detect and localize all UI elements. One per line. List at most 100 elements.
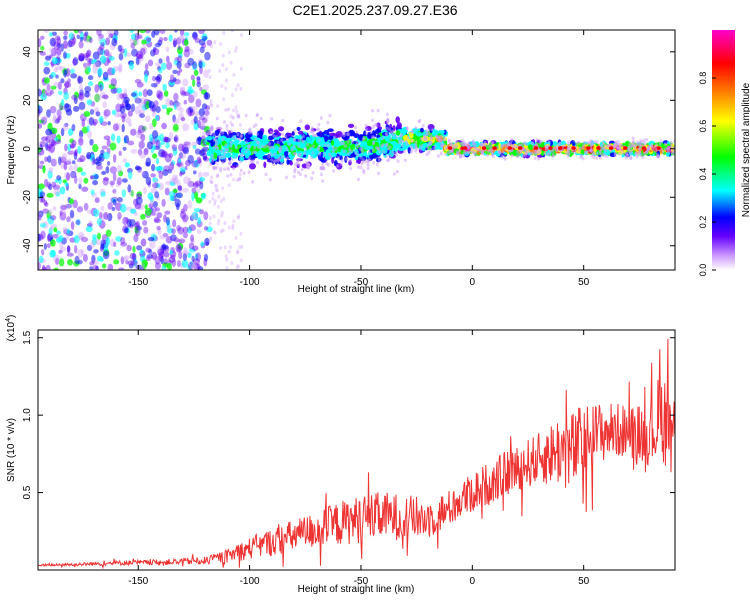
spectrogram-cell bbox=[86, 209, 95, 215]
spectrogram-cell bbox=[52, 206, 57, 211]
spectrogram-marks bbox=[38, 30, 675, 270]
spectrogram-cell bbox=[390, 141, 397, 145]
spectrogram-cell bbox=[42, 208, 49, 214]
spectrogram-cell bbox=[113, 259, 120, 265]
spectrogram-cell bbox=[236, 215, 240, 220]
spectrogram-cell bbox=[208, 68, 212, 73]
spectrogram-cell bbox=[385, 126, 389, 131]
spectrogram-cell bbox=[192, 31, 198, 39]
spectrogram-cell bbox=[231, 115, 235, 120]
spectrogram-cell bbox=[251, 180, 255, 184]
spectrogram-cell bbox=[137, 124, 145, 134]
spectrogram-cell bbox=[154, 256, 161, 265]
spectrogram-cell bbox=[229, 144, 233, 148]
spectrogram-cell bbox=[317, 138, 321, 143]
spectrogram-cell bbox=[79, 155, 86, 163]
spectrogram-cell bbox=[395, 135, 398, 139]
spectrogram-cell bbox=[156, 212, 163, 219]
spectrogram-cell bbox=[187, 154, 194, 164]
spectrogram-cell bbox=[276, 158, 280, 163]
spectrogram-cell bbox=[292, 145, 296, 149]
spectrogram-cell bbox=[231, 144, 235, 151]
spectrogram-cell bbox=[403, 158, 407, 163]
spectrogram-cell bbox=[297, 170, 300, 175]
spectrogram-cell bbox=[216, 221, 220, 226]
spectrogram-cell bbox=[639, 153, 643, 157]
spectrogram-cell bbox=[182, 146, 190, 155]
spectrogram-cell bbox=[558, 141, 562, 145]
spectrogram-cell bbox=[152, 153, 158, 159]
spectrogram-cell bbox=[459, 141, 463, 146]
spectrogram-cell bbox=[163, 251, 170, 258]
spectrogram-cell bbox=[226, 107, 230, 112]
spectrogram-ylabel: Frequency (Hz) bbox=[6, 116, 17, 185]
spectrogram-cell bbox=[663, 142, 667, 146]
spectrogram-cell bbox=[102, 151, 110, 160]
spectrogram-cell bbox=[430, 127, 434, 132]
spectrogram-cell bbox=[238, 172, 242, 177]
spectrogram-cell bbox=[77, 232, 85, 240]
spectrogram-cell bbox=[152, 206, 157, 213]
spectrogram-cell bbox=[178, 185, 183, 192]
spectrogram-cell bbox=[128, 263, 134, 269]
spectrogram-cell bbox=[43, 66, 51, 75]
spectrogram-peak bbox=[481, 146, 487, 150]
spectrogram-cell bbox=[91, 157, 96, 166]
spectrogram-cell bbox=[202, 171, 210, 177]
spectrogram-peak bbox=[518, 146, 523, 150]
spectrogram-cell bbox=[60, 78, 65, 84]
spectrogram-cell bbox=[221, 53, 225, 58]
spectrogram-cell bbox=[432, 130, 437, 137]
spectrogram-cell bbox=[340, 145, 344, 150]
spectrogram-cell bbox=[388, 127, 392, 132]
spectrogram-cell bbox=[430, 141, 433, 145]
spectrogram-cell bbox=[40, 196, 46, 203]
spectrogram-cell bbox=[586, 141, 590, 145]
spectrogram-cell bbox=[187, 177, 192, 183]
spectrogram-cell bbox=[162, 232, 169, 238]
spectrogram-cell bbox=[515, 150, 519, 154]
spectrogram-cell bbox=[406, 135, 410, 140]
spectrogram-cell bbox=[50, 85, 57, 90]
spectrogram-cell bbox=[311, 144, 315, 148]
spectrogram-cell bbox=[104, 211, 110, 221]
spectrogram-cell bbox=[41, 264, 46, 270]
spectrogram-cell bbox=[474, 146, 477, 151]
spectrogram-cell bbox=[362, 136, 366, 140]
spectrogram-cell bbox=[210, 175, 214, 180]
spectrogram-cell bbox=[233, 149, 239, 154]
spectrogram-cell bbox=[304, 146, 308, 151]
spectrogram-cell bbox=[107, 212, 113, 222]
spectrogram-cell bbox=[90, 240, 95, 249]
spectrogram-cell bbox=[323, 143, 327, 147]
spectrogram-xtick-label: -50 bbox=[354, 277, 369, 288]
spectrogram-cell bbox=[371, 118, 375, 123]
spectrogram-cell bbox=[221, 228, 225, 233]
spectrogram-cell bbox=[534, 152, 538, 156]
spectrogram-cell bbox=[125, 103, 132, 111]
spectrogram-cell bbox=[439, 151, 443, 156]
spectrogram-cell bbox=[236, 164, 240, 168]
spectrogram-cell bbox=[76, 206, 84, 213]
spectrogram-cell bbox=[66, 244, 71, 254]
snr-xtick-label: -50 bbox=[354, 576, 369, 587]
spectrogram-ytick-label: 40 bbox=[22, 46, 33, 58]
spectrogram-cell bbox=[221, 160, 225, 165]
spectrogram-cell bbox=[197, 136, 202, 145]
spectrogram-cell bbox=[575, 141, 579, 146]
spectrogram-cell bbox=[143, 226, 149, 234]
spectrogram-cell bbox=[170, 234, 177, 242]
spectrogram-cell bbox=[182, 218, 188, 224]
spectrogram-cell bbox=[195, 252, 201, 262]
spectrogram-cell bbox=[220, 83, 224, 88]
spectrogram-cell bbox=[371, 148, 375, 152]
spectrogram-cell bbox=[48, 166, 54, 174]
spectrogram-cell bbox=[168, 152, 174, 158]
spectrogram-cell bbox=[106, 160, 111, 166]
spectrogram-cell bbox=[111, 67, 116, 75]
spectrogram-cell bbox=[376, 108, 380, 113]
spectrogram-cell bbox=[64, 82, 72, 88]
spectrogram-cell bbox=[83, 32, 87, 42]
spectrogram-cell bbox=[454, 140, 458, 145]
spectrogram-cell bbox=[377, 156, 381, 160]
